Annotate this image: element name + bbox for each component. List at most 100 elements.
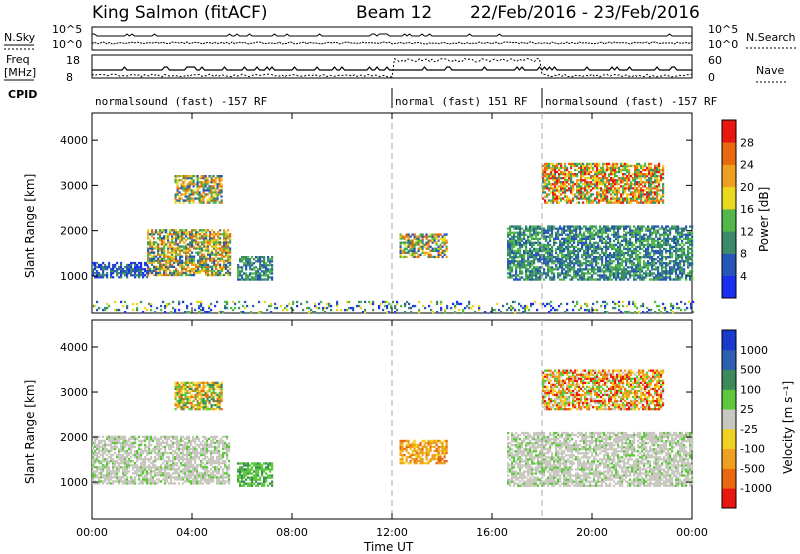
scatter-cell (203, 237, 206, 240)
scatter-cell (615, 235, 618, 238)
scatter-cell (645, 256, 648, 259)
scatter-cell (633, 258, 636, 261)
scatter-cell (605, 268, 608, 271)
scatter-cell (592, 193, 595, 196)
scatter-cell (382, 300, 385, 304)
scatter-cell (567, 256, 570, 259)
scatter-cell (569, 245, 572, 249)
scatter-cell (557, 262, 560, 265)
scatter-cell (681, 239, 684, 242)
scatter-cell (535, 249, 538, 253)
scatter-cell (602, 195, 605, 198)
scatter-cell (174, 308, 177, 312)
scatter-cell (691, 256, 694, 259)
scatter-cell (160, 304, 163, 308)
scatter-cell (529, 254, 532, 257)
scatter-cell (611, 227, 614, 230)
scatter-cell (583, 278, 586, 281)
scatter-cell (184, 179, 187, 182)
scatter-cell (188, 311, 191, 314)
scatter-cell (579, 276, 582, 279)
scatter-cell (104, 480, 107, 483)
scatter-cell (201, 253, 204, 256)
scatter-cell (565, 270, 568, 273)
scatter-cell (639, 258, 642, 261)
scatter-cell (597, 268, 600, 271)
scatter-cell (539, 249, 542, 253)
scatter-cell (529, 251, 532, 255)
scatter-cell (554, 179, 557, 182)
scatter-cell (568, 170, 571, 174)
scatter-cell (649, 258, 652, 261)
scatter-cell (134, 451, 137, 455)
scatter-cell (586, 177, 589, 180)
scatter-cell (190, 181, 193, 184)
scatter-cell (621, 262, 624, 265)
scatter-cell (547, 256, 550, 259)
scatter-cell (559, 249, 562, 253)
scatter-cell (199, 255, 202, 258)
scatter-cell (213, 263, 216, 266)
scatter-cell (547, 229, 550, 232)
scatter-cell (270, 304, 273, 308)
scatter-cell (138, 270, 141, 273)
scatter-cell (221, 245, 224, 248)
scatter-cell (163, 253, 166, 256)
scatter-cell (565, 258, 568, 261)
scatter-cell (584, 187, 587, 190)
scatter-cell (636, 195, 639, 198)
scatter-cell (620, 193, 623, 196)
scatter-cell (607, 264, 610, 267)
scatter-cell (443, 239, 446, 242)
scatter-cell (653, 231, 656, 234)
scatter-cell (195, 235, 198, 238)
scatter-cell (545, 249, 548, 253)
scatter-cell (537, 272, 540, 275)
scatter-cell (610, 177, 613, 180)
scatter-cell (529, 235, 532, 238)
scatter-cell (527, 239, 530, 242)
scatter-cell (531, 229, 534, 232)
scatter-cell (590, 199, 593, 202)
scatter-cell (570, 191, 573, 194)
scatter-cell (635, 268, 638, 271)
scatter-cell (560, 166, 563, 170)
scatter-cell (608, 175, 611, 178)
scatter-cell (683, 260, 686, 263)
scatter-cell (623, 237, 626, 240)
scatter-cell (606, 185, 609, 188)
scatter-cell (509, 227, 512, 230)
scatter-cell (225, 239, 228, 242)
scatter-cell (163, 273, 166, 277)
scatter-cell (116, 466, 119, 469)
scatter-cell (582, 164, 585, 168)
scatter-cell (548, 187, 551, 190)
scatter-cell (551, 270, 554, 273)
scatter-cell (617, 272, 620, 275)
scatter-cell (215, 245, 218, 248)
scatter-cell (587, 245, 590, 249)
scatter-cell (378, 306, 381, 310)
scatter-cell (181, 259, 184, 262)
scatter-cell (638, 185, 641, 188)
scatter-cell (255, 278, 258, 281)
scatter-cell (94, 268, 97, 271)
scatter-cell (645, 264, 648, 267)
scatter-cell (558, 191, 561, 194)
scatter-cell (641, 237, 644, 240)
scatter-cell (613, 233, 616, 236)
scatter-cell (649, 233, 652, 236)
scatter-cell (509, 229, 512, 232)
scatter-cell (186, 187, 189, 190)
scatter-cell (163, 247, 166, 250)
scatter-cell (209, 253, 212, 256)
scatter-cell (544, 170, 547, 174)
scatter-cell (175, 271, 178, 275)
scatter-cell (675, 278, 678, 281)
scatter-cell (120, 276, 123, 279)
scatter-cell (602, 170, 605, 174)
scatter-cell (571, 266, 574, 269)
scatter-cell (609, 229, 612, 232)
scatter-cell (665, 243, 668, 247)
scatter-cell (636, 175, 639, 178)
